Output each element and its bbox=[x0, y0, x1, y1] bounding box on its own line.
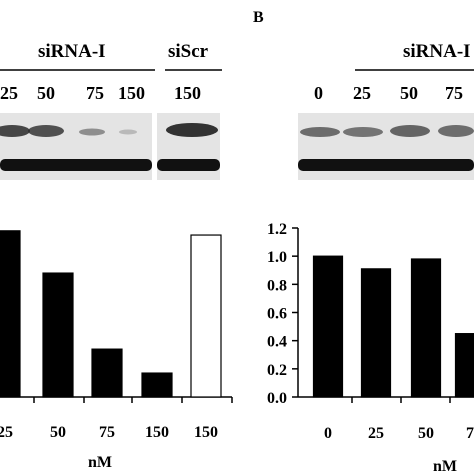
chart-b-y-tick-label: 0.4 bbox=[267, 334, 287, 351]
blot-b-band-target bbox=[390, 125, 430, 137]
blot-b-band-loading bbox=[298, 159, 474, 171]
blot-b-band-target bbox=[343, 127, 383, 137]
blot-a-band-target bbox=[166, 123, 218, 137]
blot-a-divider bbox=[152, 113, 157, 180]
chart-b-y-tick-label: 1.0 bbox=[267, 249, 287, 266]
blot-b-band-target bbox=[438, 125, 474, 137]
blot-a-lane-label: 50 bbox=[37, 83, 55, 103]
chart-b-x-ticks bbox=[351, 397, 451, 403]
chart-a-tick-label: 75 bbox=[99, 424, 115, 441]
blot-a-group-label-sirna: siRNA-I bbox=[38, 41, 106, 62]
blot-a-lane-label: 25 bbox=[0, 83, 18, 103]
chart-a-tick-label: 25 bbox=[0, 424, 13, 441]
chart-b-y-tick-label: 0.2 bbox=[267, 362, 287, 379]
chart-b-bar bbox=[410, 258, 442, 398]
chart-b-y-tick-label: 0.0 bbox=[267, 390, 287, 407]
blot-b-lane-label: 0 bbox=[314, 83, 323, 103]
chart-b-xlabel: nM bbox=[433, 458, 457, 474]
chart-a-bar bbox=[91, 348, 123, 398]
chart-b-bar bbox=[360, 268, 392, 398]
chart-b-tick-label: 50 bbox=[418, 425, 434, 442]
blot-a-lane-label: 150 bbox=[118, 83, 145, 103]
blot-a: siRNA-I siScr 25 50 75 150 150 bbox=[0, 41, 222, 180]
chart-a-tick-label: 150 bbox=[194, 424, 218, 441]
chart-a-tick-label: 150 bbox=[145, 424, 169, 441]
chart-b-bar bbox=[454, 333, 474, 398]
blot-a-band-target bbox=[28, 125, 64, 137]
blot-a-band-loading bbox=[0, 159, 152, 171]
chart-b-tick-labels: 0 25 50 7 bbox=[324, 425, 474, 442]
chart-a: 25 50 75 150 150 nM bbox=[0, 230, 233, 471]
chart-b-bars bbox=[312, 255, 474, 398]
blot-b-lane-label: 25 bbox=[353, 83, 371, 103]
blot-b-lane-label: 50 bbox=[400, 83, 418, 103]
chart-b-y-tick-label: 0.8 bbox=[267, 277, 287, 294]
chart-a-bars bbox=[0, 230, 222, 398]
chart-a-x-ticks bbox=[33, 397, 233, 403]
chart-b: 0.0 0.2 0.4 0.6 0.8 1.0 1.2 0 25 50 7 nM bbox=[267, 221, 474, 474]
blot-a-band-target bbox=[79, 128, 105, 136]
blot-a-band-loading bbox=[157, 159, 220, 171]
panel-b-letter: B bbox=[253, 9, 264, 26]
blot-b-group-label-sirna: siRNA-I bbox=[403, 41, 471, 62]
blot-b-lane-label: 75 bbox=[445, 83, 463, 103]
blot-b: siRNA-I 0 25 50 75 bbox=[298, 41, 474, 180]
chart-b-y-ticks: 0.0 0.2 0.4 0.6 0.8 1.0 1.2 bbox=[267, 221, 298, 407]
chart-a-tick-labels: 25 50 75 150 150 bbox=[0, 424, 218, 441]
chart-b-tick-label: 7 bbox=[466, 425, 474, 442]
chart-b-y-tick-label: 1.2 bbox=[267, 221, 287, 238]
blot-a-lane-label: 150 bbox=[174, 83, 201, 103]
blot-a-lane-label: 75 bbox=[86, 83, 104, 103]
chart-a-bar bbox=[42, 272, 74, 398]
chart-b-bar bbox=[312, 255, 344, 398]
chart-a-tick-label: 50 bbox=[50, 424, 66, 441]
chart-a-xlabel: nM bbox=[88, 454, 112, 471]
chart-a-bar bbox=[0, 230, 21, 398]
chart-a-bar bbox=[190, 234, 222, 398]
chart-b-y-tick-label: 0.6 bbox=[267, 306, 287, 323]
blot-a-group-label-siscr: siScr bbox=[168, 41, 209, 62]
blot-a-band-target bbox=[119, 129, 137, 135]
chart-a-bar bbox=[141, 372, 173, 398]
chart-b-tick-label: 0 bbox=[324, 425, 332, 442]
blot-a-band-target bbox=[0, 125, 30, 137]
chart-b-tick-label: 25 bbox=[368, 425, 384, 442]
blot-b-band-target bbox=[300, 127, 340, 137]
